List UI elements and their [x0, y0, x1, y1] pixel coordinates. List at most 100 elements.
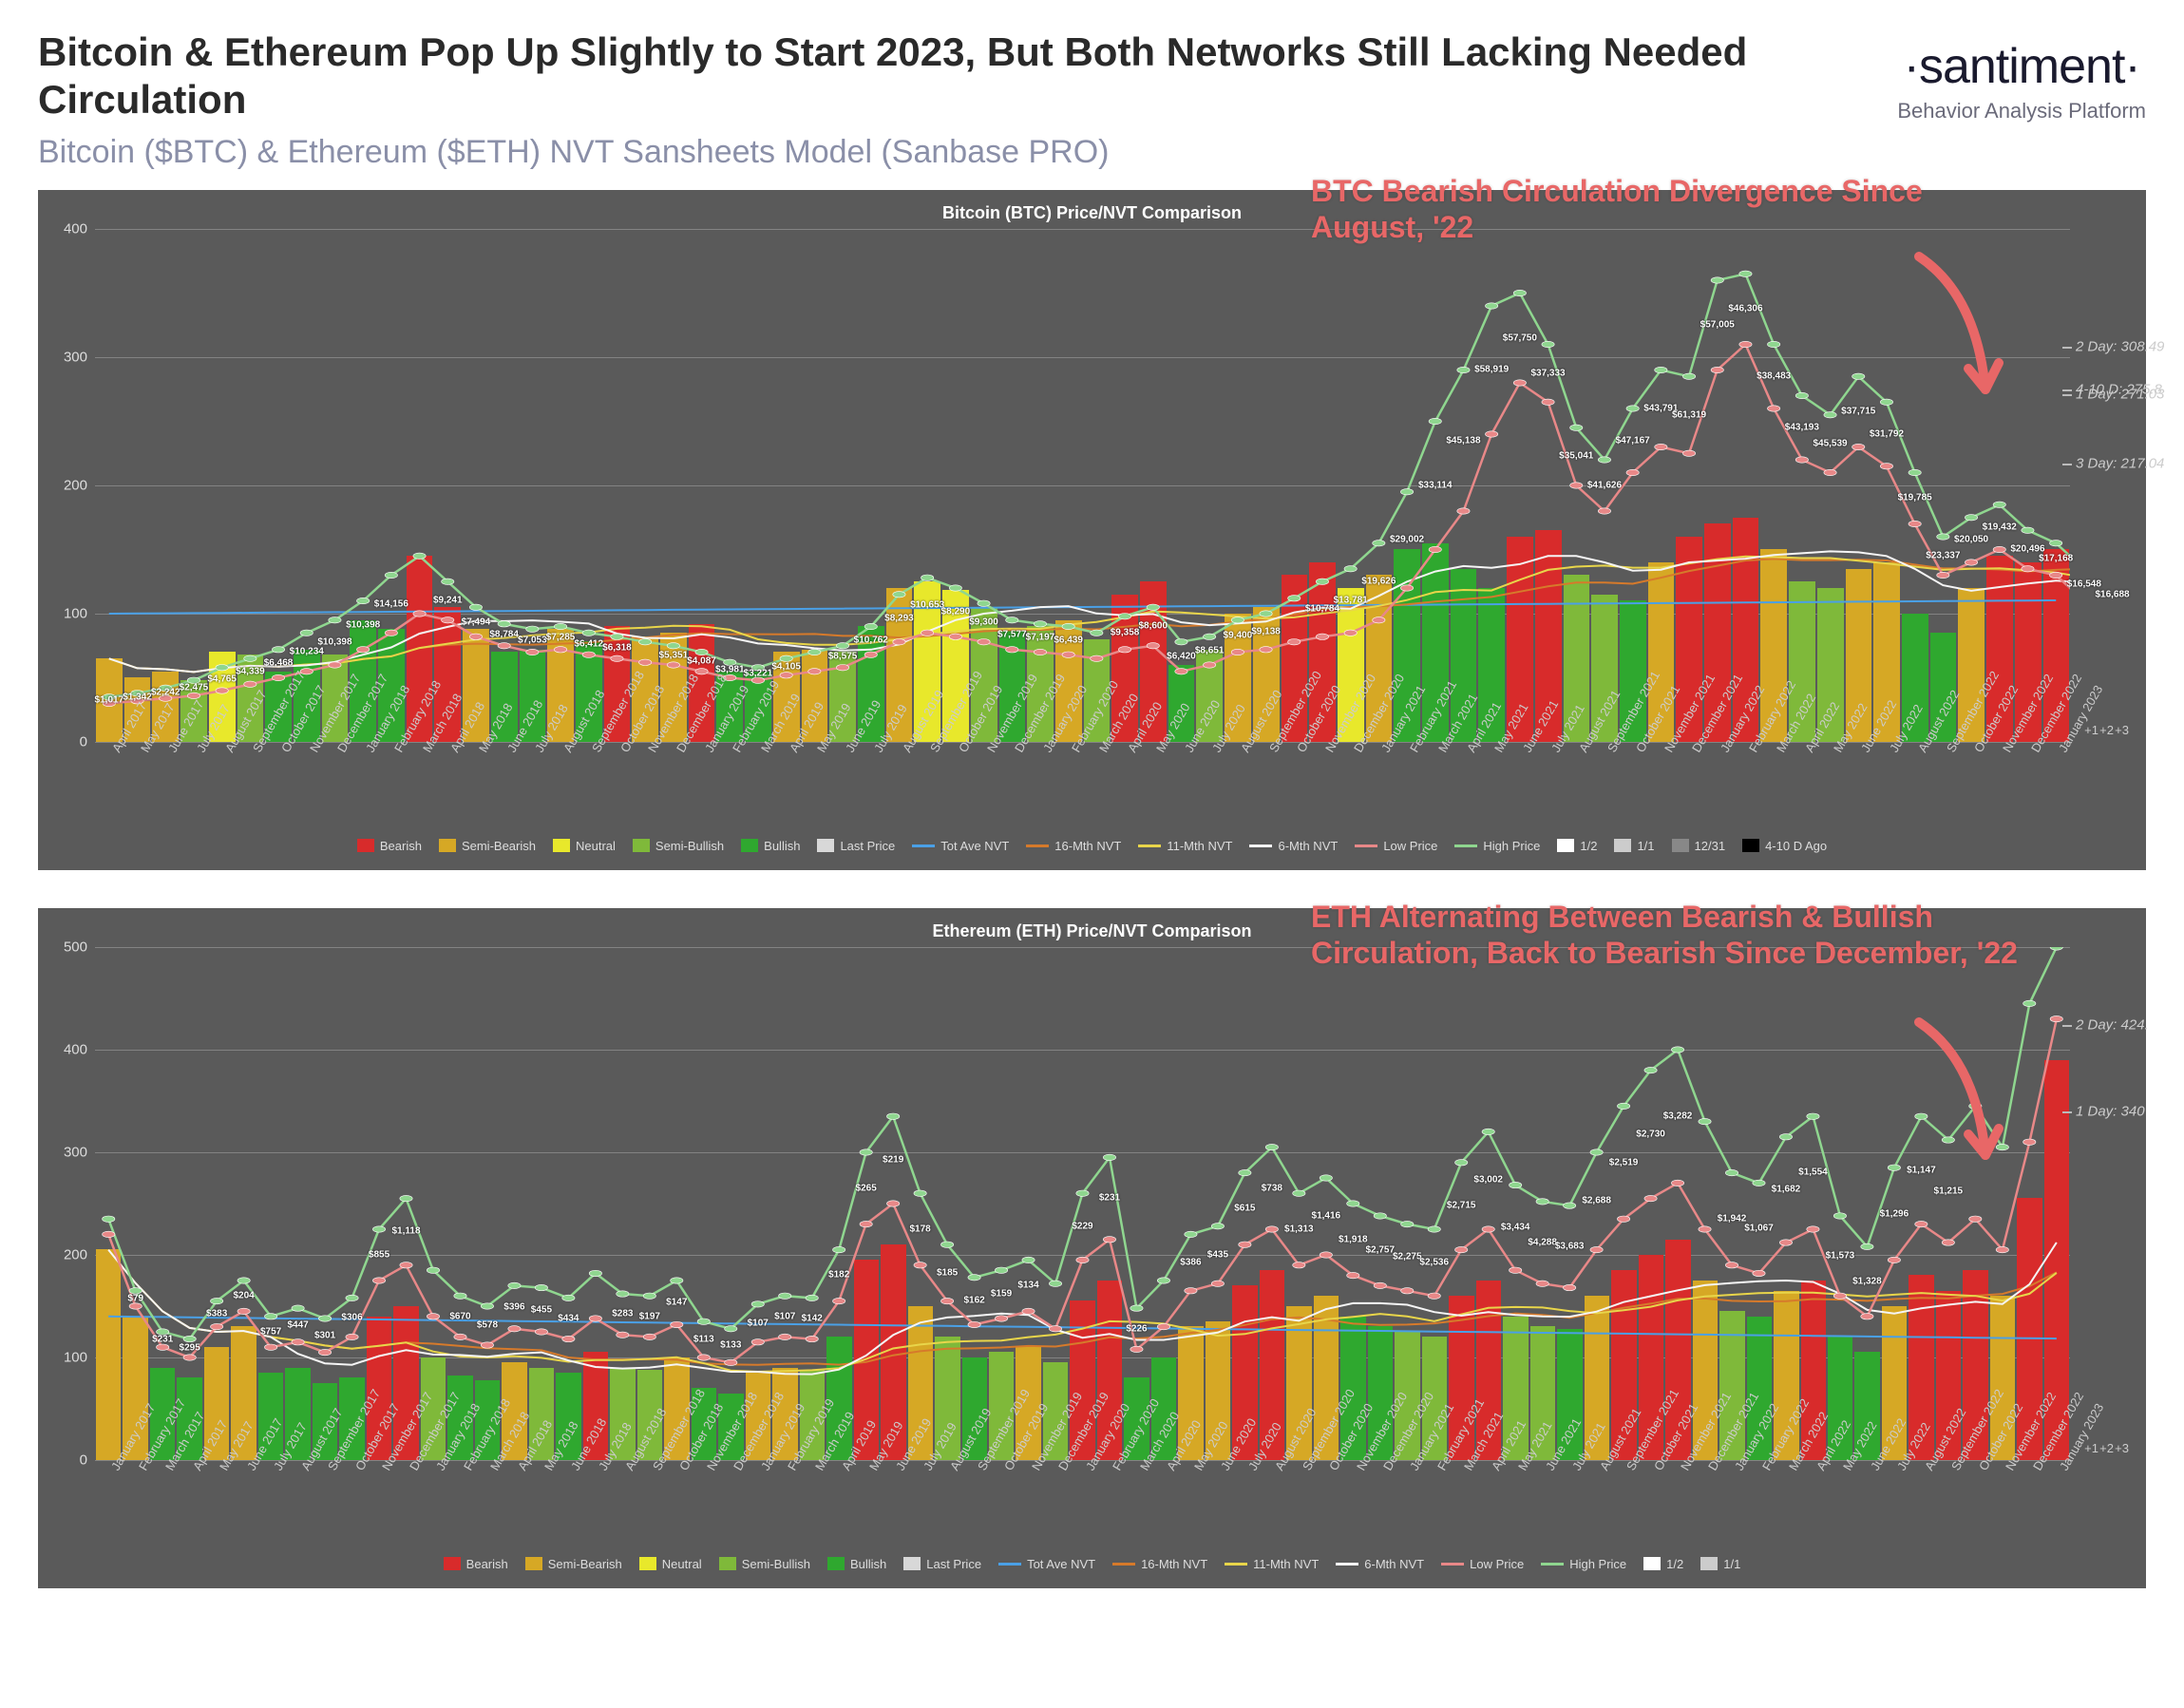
price-label: $37,715: [1841, 407, 1875, 417]
x-tick: April 2019: [772, 742, 801, 827]
price-label: $6,439: [1054, 636, 1083, 646]
price-label: $283: [612, 1309, 633, 1319]
price-label: $2,519: [1609, 1157, 1639, 1167]
x-tick: December 2020: [1367, 1460, 1394, 1546]
x-tick: May 2019: [801, 742, 829, 827]
price-label: $9,400: [1224, 631, 1253, 641]
x-tick: June 2019: [828, 742, 857, 827]
x-tick: May 2022: [1816, 742, 1845, 827]
x-tick: April 2022: [1800, 1460, 1827, 1546]
x-tick: February 2018: [446, 1460, 473, 1546]
price-label: $226: [1126, 1323, 1147, 1334]
price-label: $35,041: [1559, 451, 1593, 462]
price-label: $8,290: [941, 607, 971, 617]
x-tick: April 2018: [433, 742, 462, 827]
header: Bitcoin & Ethereum Pop Up Slightly to St…: [0, 0, 2184, 190]
legend-swatch: [1557, 839, 1574, 852]
price-label: $197: [639, 1311, 660, 1321]
plot-inner: 0100200300400500$79$231$295$383$204$757$…: [95, 947, 2070, 1460]
x-tick: December 2021: [1692, 1460, 1719, 1546]
legend-swatch: [439, 839, 456, 852]
price-label: $306: [341, 1312, 362, 1322]
legend-label: 16-Mth NVT: [1054, 839, 1121, 853]
legend-label: Low Price: [1383, 839, 1437, 853]
x-tick: July 2020: [1231, 1460, 1258, 1546]
x-tick: April 2017: [176, 1460, 202, 1546]
x-tick: October 2020: [1281, 742, 1309, 827]
x-tick: November 2017: [366, 1460, 392, 1546]
legend-item: 1/2: [1643, 1557, 1683, 1571]
legend-swatch: [1742, 839, 1759, 852]
legend-swatch: [1138, 845, 1161, 847]
x-tick: December 2018: [659, 742, 688, 827]
x-tick: June 2020: [1168, 742, 1196, 827]
x-tick: February 2022: [1732, 742, 1760, 827]
price-label: $29,002: [1390, 535, 1424, 545]
x-tick: December 2017: [321, 742, 350, 827]
legend-item: Low Price: [1355, 839, 1437, 853]
price-label: $10,398: [317, 637, 351, 648]
x-tick: February 2018: [377, 742, 406, 827]
x-tick: July 2018: [582, 1460, 609, 1546]
price-label: $47,167: [1616, 435, 1650, 446]
price-label: $670: [449, 1311, 470, 1321]
legend-swatch: [1643, 1557, 1661, 1570]
side-label: 2 Day: 308.49: [2076, 338, 2164, 354]
price-label: $14,156: [374, 598, 408, 609]
legend-swatch: [817, 839, 834, 852]
x-tick: June 2021: [1506, 742, 1534, 827]
x-tick: October 2020: [1313, 1460, 1339, 1546]
price-label: $57,750: [1503, 332, 1537, 343]
legend-item: 1/1: [1614, 839, 1654, 853]
price-label: $396: [503, 1301, 524, 1312]
price-label: $133: [720, 1340, 741, 1351]
price-label: $41,626: [1587, 480, 1622, 490]
x-tick: May 2020: [1177, 1460, 1204, 1546]
brand-tagline: Behavior Analysis Platform: [1897, 99, 2146, 123]
x-tick: September 2020: [1285, 1460, 1312, 1546]
legend-swatch: [1541, 1563, 1564, 1566]
price-label: $4,288: [1528, 1237, 1557, 1247]
x-tick: February 2022: [1746, 1460, 1773, 1546]
price-label: $386: [1180, 1257, 1201, 1267]
y-axis-label: 300: [64, 349, 95, 365]
legend-item: Bullish: [827, 1557, 886, 1571]
x-tick: January 2020: [1026, 742, 1054, 827]
x-tick: May 2022: [1827, 1460, 1853, 1546]
legend-label: Semi-Bullish: [742, 1557, 810, 1571]
x-tick: March 2021: [1421, 742, 1450, 827]
legend-label: 1/1: [1637, 839, 1654, 853]
x-tick: September 2017: [312, 1460, 338, 1546]
legend-item: Tot Ave NVT: [912, 839, 1009, 853]
x-extra-label: +1: [2084, 1441, 2099, 1455]
x-tick: January 2017: [95, 1460, 122, 1546]
price-label: $1,918: [1339, 1234, 1368, 1244]
price-label: $231: [1099, 1193, 1120, 1204]
price-label: $295: [180, 1343, 200, 1354]
price-label: $1,554: [1798, 1167, 1828, 1178]
x-tick: April 2018: [501, 1460, 527, 1546]
x-tick: June 2020: [1205, 1460, 1231, 1546]
legend-label: Neutral: [662, 1557, 702, 1571]
x-tick: July 2020: [1195, 742, 1224, 827]
price-label: $9,138: [1251, 626, 1281, 636]
x-tick: November 2019: [970, 742, 998, 827]
x-tick: March 2021: [1448, 1460, 1474, 1546]
x-tick: October 2017: [338, 1460, 365, 1546]
x-tick: October 2019: [941, 742, 970, 827]
legend-item: Neutral: [639, 1557, 702, 1571]
legend-item: 6-Mth NVT: [1336, 1557, 1424, 1571]
x-tick: June 2018: [490, 742, 519, 827]
x-tick: August 2021: [1584, 1460, 1610, 1546]
price-label: $23,337: [1926, 551, 1960, 561]
legend-swatch: [525, 1557, 542, 1570]
price-label: $37,333: [1530, 368, 1565, 378]
price-label: $10,234: [290, 647, 324, 657]
x-tick: May 2021: [1502, 1460, 1529, 1546]
y-axis-label: 500: [64, 939, 95, 955]
x-tick: February 2021: [1393, 742, 1421, 827]
x-tick: August 2020: [1224, 742, 1252, 827]
legend-label: 16-Mth NVT: [1141, 1557, 1207, 1571]
x-tick: February 2019: [715, 742, 744, 827]
price-label: $1,118: [391, 1226, 420, 1237]
